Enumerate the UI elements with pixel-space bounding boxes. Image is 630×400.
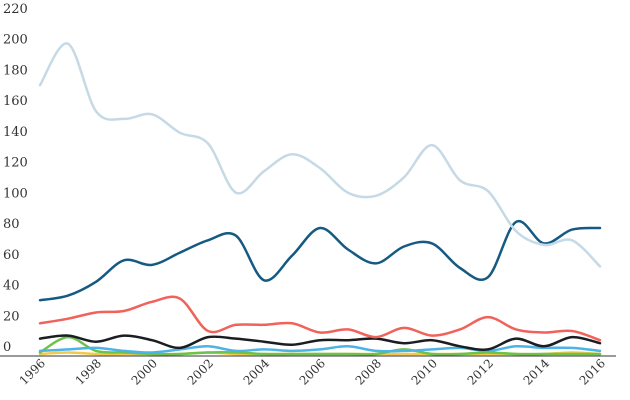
x-tick-label: 2006 <box>297 356 328 387</box>
y-tick-label: 80 <box>3 217 20 232</box>
y-tick-label: 120 <box>3 156 28 171</box>
x-tick-label: 2008 <box>353 356 384 387</box>
y-tick-label: 140 <box>3 125 28 140</box>
y-tick-label: 0 <box>3 340 11 355</box>
y-tick-label: 60 <box>3 248 20 263</box>
y-tick-label: 200 <box>3 33 28 48</box>
series-line-4 <box>38 334 602 351</box>
y-tick-label: 20 <box>3 309 20 324</box>
series-layer <box>38 42 602 356</box>
x-tick-label: 2000 <box>129 356 160 387</box>
series-line-3 <box>38 295 602 342</box>
x-tick-label: 1998 <box>73 356 104 387</box>
series-line-1 <box>38 42 602 268</box>
series-line-6 <box>38 335 602 356</box>
x-tick-label: 2002 <box>185 356 216 387</box>
y-tick-label: 100 <box>3 186 28 201</box>
series-line-5 <box>38 344 602 354</box>
y-tick-label: 180 <box>3 63 28 78</box>
y-tick-label: 160 <box>3 94 28 109</box>
y-tick-label: 40 <box>3 279 20 294</box>
y-tick-label: 220 <box>3 2 28 17</box>
x-tick-label: 2010 <box>409 356 440 387</box>
x-tick-label: 2012 <box>465 356 496 387</box>
x-tick-label: 2016 <box>577 356 608 387</box>
x-tick-label: 2004 <box>241 356 273 388</box>
series-line-2 <box>38 219 602 302</box>
x-tick-label: 1996 <box>17 356 48 387</box>
x-axis: 1996 1998 2000 2002 2004 2006 2008 2010 2012 2014… <box>17 356 608 388</box>
x-tick-label: 2014 <box>521 356 553 388</box>
y-axis: 0 20 40 60 80 100 120 140 160 180 200 220 <box>3 2 28 355</box>
